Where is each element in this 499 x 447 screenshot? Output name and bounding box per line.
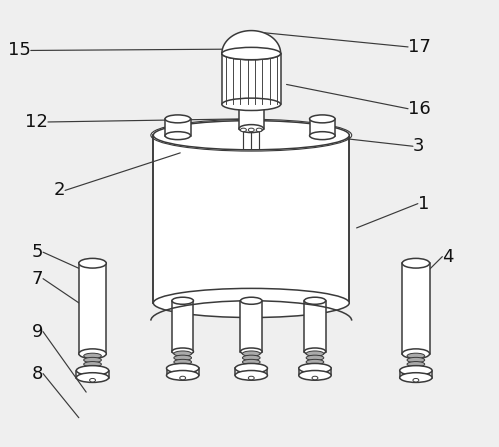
Ellipse shape [243, 363, 260, 369]
Text: 3: 3 [413, 137, 425, 155]
Ellipse shape [400, 373, 432, 383]
Ellipse shape [407, 357, 425, 363]
Bar [304, 301, 326, 351]
Ellipse shape [165, 115, 191, 123]
Bar [241, 301, 262, 351]
Ellipse shape [90, 379, 95, 382]
Bar [76, 371, 109, 378]
Ellipse shape [239, 125, 263, 133]
Ellipse shape [306, 351, 324, 356]
Bar [299, 368, 331, 375]
Ellipse shape [222, 47, 280, 60]
Ellipse shape [306, 355, 324, 360]
Text: 8: 8 [31, 365, 43, 383]
Ellipse shape [172, 297, 194, 304]
Ellipse shape [153, 288, 349, 317]
Text: 2: 2 [53, 181, 65, 199]
Polygon shape [222, 30, 280, 54]
Ellipse shape [79, 349, 106, 358]
Text: 5: 5 [31, 243, 43, 261]
Ellipse shape [256, 128, 262, 132]
Text: 15: 15 [8, 42, 31, 59]
Ellipse shape [249, 128, 254, 132]
Ellipse shape [76, 373, 109, 383]
Ellipse shape [235, 371, 267, 380]
Ellipse shape [407, 366, 425, 371]
Ellipse shape [222, 47, 280, 60]
Ellipse shape [299, 371, 331, 380]
Ellipse shape [174, 355, 192, 360]
Text: 9: 9 [31, 323, 43, 341]
Ellipse shape [167, 363, 199, 373]
Bar [153, 135, 349, 303]
Bar [167, 368, 199, 375]
Ellipse shape [304, 348, 326, 355]
Ellipse shape [413, 379, 419, 382]
Ellipse shape [241, 348, 262, 355]
Ellipse shape [402, 349, 430, 358]
Ellipse shape [174, 351, 192, 356]
Text: 12: 12 [25, 113, 48, 131]
Bar [235, 368, 267, 375]
Text: 17: 17 [408, 38, 431, 56]
Bar [79, 263, 106, 354]
Ellipse shape [180, 376, 186, 380]
Ellipse shape [309, 132, 335, 139]
Ellipse shape [174, 363, 192, 369]
Ellipse shape [235, 363, 267, 373]
Bar [402, 263, 430, 354]
Ellipse shape [306, 363, 324, 369]
Ellipse shape [239, 100, 263, 108]
Ellipse shape [76, 366, 109, 375]
Ellipse shape [400, 366, 432, 375]
Ellipse shape [153, 121, 349, 150]
Ellipse shape [309, 115, 335, 123]
Ellipse shape [172, 348, 194, 355]
Ellipse shape [407, 353, 425, 358]
Ellipse shape [79, 258, 106, 268]
Ellipse shape [84, 353, 101, 358]
Ellipse shape [167, 371, 199, 380]
Ellipse shape [222, 98, 280, 110]
Ellipse shape [249, 376, 254, 380]
Ellipse shape [304, 297, 326, 304]
Text: 7: 7 [31, 270, 43, 288]
Bar [400, 371, 432, 378]
Text: 1: 1 [418, 194, 429, 213]
Text: 16: 16 [408, 100, 431, 118]
Bar [222, 54, 280, 104]
Bar [309, 119, 335, 135]
Ellipse shape [84, 366, 101, 371]
Bar [239, 104, 263, 129]
Ellipse shape [243, 359, 260, 365]
Ellipse shape [243, 355, 260, 360]
Ellipse shape [299, 363, 331, 373]
Ellipse shape [174, 359, 192, 365]
Ellipse shape [306, 359, 324, 365]
Text: 4: 4 [442, 248, 454, 266]
Ellipse shape [84, 357, 101, 363]
Ellipse shape [402, 258, 430, 268]
Bar [172, 301, 194, 351]
Ellipse shape [407, 362, 425, 367]
Ellipse shape [312, 376, 318, 380]
Ellipse shape [243, 351, 260, 356]
Ellipse shape [241, 128, 247, 132]
Bar [165, 119, 191, 135]
Ellipse shape [241, 297, 262, 304]
Ellipse shape [84, 362, 101, 367]
Ellipse shape [165, 132, 191, 139]
